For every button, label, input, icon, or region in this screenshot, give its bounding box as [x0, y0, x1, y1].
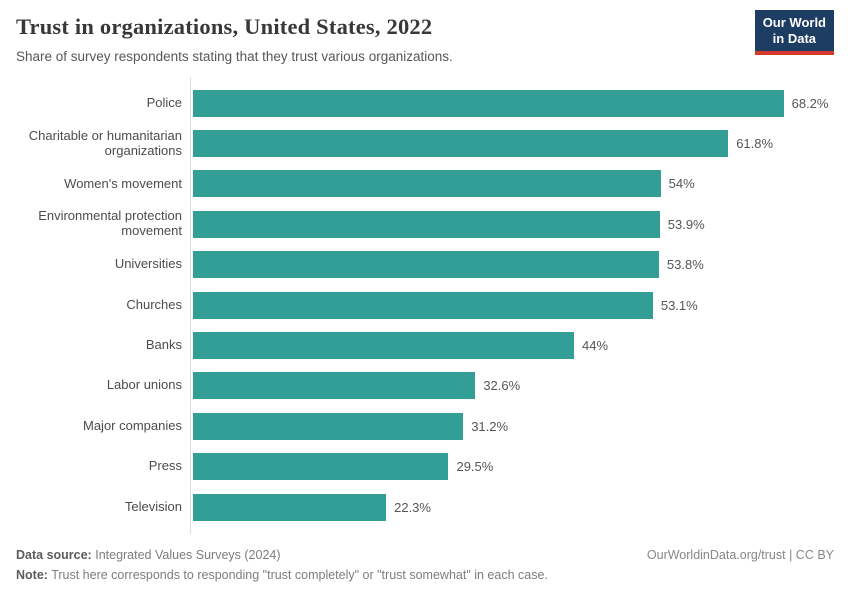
bar: [193, 130, 729, 158]
data-source-line: Data source: Integrated Values Surveys (…: [16, 548, 548, 562]
chart-row: Women's movement 54%: [16, 164, 834, 204]
value-label: 61.8%: [736, 136, 774, 152]
note-line: Note: Trust here corresponds to respondi…: [16, 568, 548, 582]
chart-row: Television 22.3%: [16, 487, 834, 527]
value-label: 53.9%: [667, 216, 705, 232]
value-label: 53.8%: [666, 257, 704, 273]
category-label: Churches: [126, 296, 182, 312]
bar-area: 29.5%: [193, 447, 834, 487]
chart-subtitle: Share of survey respondents stating that…: [16, 49, 453, 64]
category-label: Universities: [114, 256, 182, 272]
value-label: 22.3%: [394, 499, 431, 515]
category-label: Police: [146, 94, 182, 110]
chart-row: Press 29.5%: [16, 447, 834, 487]
owid-logo: Our World in Data: [754, 10, 834, 55]
bar-area: 53.9%: [193, 204, 834, 244]
value-label: 53.1%: [660, 297, 698, 313]
bar-area: 53.8%: [193, 245, 834, 285]
data-source-label: Data source:: [16, 548, 92, 562]
category-label: Charitable or humanitarian organizations: [28, 127, 182, 158]
bar: [193, 332, 575, 360]
bar-area: 54%: [193, 164, 834, 204]
bar: [193, 412, 464, 440]
bar: [193, 453, 449, 481]
chart-row: Churches 53.1%: [16, 285, 834, 325]
title-block: Trust in organizations, United States, 2…: [16, 14, 453, 64]
bar-area: 31.2%: [193, 406, 834, 446]
category-label: Banks: [145, 337, 182, 353]
chart-row: Banks 44%: [16, 325, 834, 365]
category-label: Television: [124, 498, 182, 514]
bar: [193, 291, 653, 319]
category-label: Major companies: [83, 417, 182, 433]
header: Trust in organizations, United States, 2…: [16, 10, 834, 64]
category-label: Labor unions: [106, 377, 182, 393]
category-label: Press: [148, 458, 182, 474]
y-axis-line: [190, 77, 191, 535]
bar-area: 53.1%: [193, 285, 834, 325]
value-label: 54%: [668, 176, 695, 192]
category-label: Women's movement: [64, 175, 182, 191]
bar: [193, 251, 659, 279]
note-text: Trust here corresponds to responding "tr…: [51, 568, 548, 582]
note-label: Note:: [16, 568, 48, 582]
chart-row: Labor unions 32.6%: [16, 366, 834, 406]
chart-row: Charitable or humanitarian organizations…: [16, 123, 834, 163]
bar-area: 44%: [193, 325, 834, 365]
bar: [193, 493, 387, 521]
bar-chart: Police 68.2% Charitable or humanitarian or…: [16, 77, 834, 535]
category-label: Environmental protection movement: [38, 208, 182, 239]
bar-area: 32.6%: [193, 366, 834, 406]
data-source-text: Integrated Values Surveys (2024): [95, 548, 281, 562]
chart-row: Major companies 31.2%: [16, 406, 834, 446]
bar-area: 68.2%: [193, 83, 834, 123]
value-label: 68.2%: [791, 95, 829, 111]
chart-row: Environmental protection movement 53.9%: [16, 204, 834, 244]
bar: [193, 89, 784, 117]
bar: [193, 372, 476, 400]
value-label: 29.5%: [456, 459, 494, 475]
value-label: 31.2%: [471, 418, 509, 434]
chart-row: Universities 53.8%: [16, 245, 834, 285]
owid-citation-link[interactable]: OurWorldinData.org/trust | CC BY: [646, 548, 834, 562]
footer-left: Data source: Integrated Values Surveys (…: [16, 548, 548, 588]
logo-line-2: in Data: [772, 31, 817, 47]
chart-row: Police 68.2%: [16, 83, 834, 123]
bar-area: 61.8%: [193, 123, 834, 163]
bar-area: 22.3%: [193, 487, 834, 527]
chart-title: Trust in organizations, United States, 2…: [16, 14, 433, 39]
bar: [193, 210, 660, 238]
logo-line-1: Our World: [762, 15, 826, 30]
bar: [193, 170, 661, 198]
footer: Data source: Integrated Values Surveys (…: [16, 548, 834, 588]
value-label: 32.6%: [483, 378, 521, 394]
value-label: 44%: [582, 338, 609, 354]
